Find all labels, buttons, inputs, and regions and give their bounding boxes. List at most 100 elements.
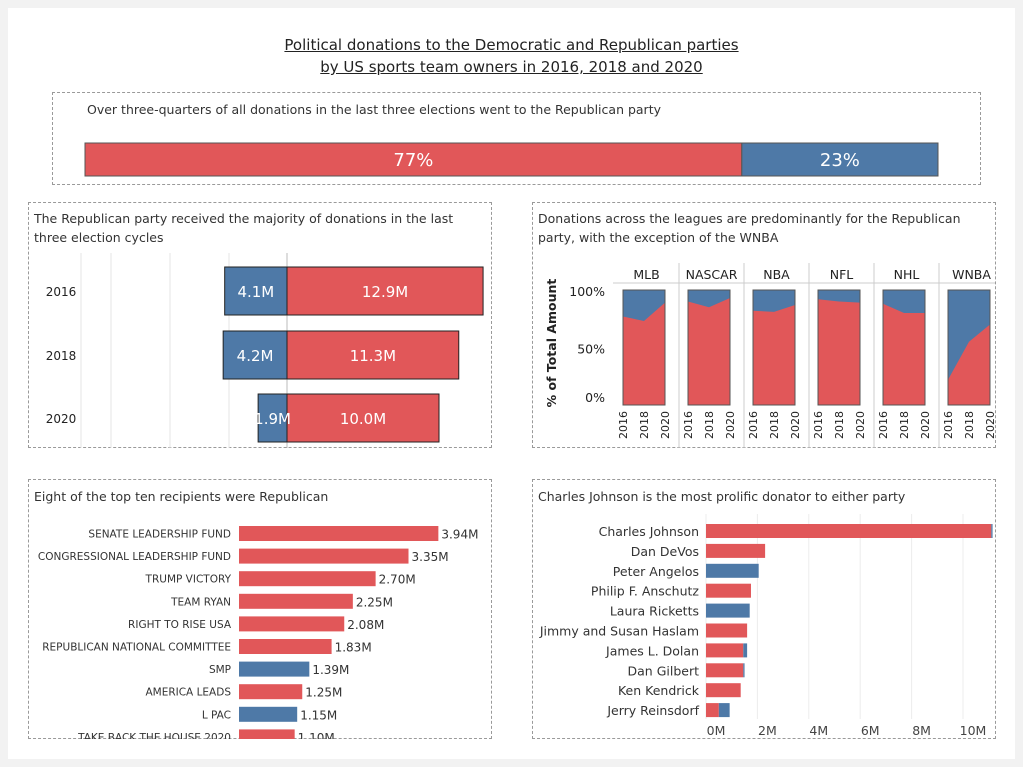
democrat-value-label: 1.9M [254,410,291,428]
democrat-bar [257,393,288,443]
recipient-name: SMP [209,664,231,676]
league-area-frame [622,289,666,406]
republican-value-label: 10.0M [340,410,386,428]
recipient-value-label: 1.15M [300,708,337,722]
donors-x-tick: 4M [809,723,828,738]
donor-republican-bar [706,663,744,678]
recipient-value-label: 1.25M [305,686,342,700]
republican-value-label: 12.9M [362,283,408,301]
recipient-name: AMERICA LEADS [145,687,231,699]
league-year-tick: 2020 [984,411,995,439]
recipient-bar [239,706,298,722]
by-year-chart: 2016 4.1M 12.9M 2018 4.2M 11.3M 2020 1.9M 10.0M [46,253,484,448]
leagues-panel-title: Donations across the leagues are predomi… [538,211,961,245]
recipient-bar [239,526,439,541]
recipient-value-label: 2.08M [347,618,384,632]
overall-panel: Over three-quarters of all donations in … [52,92,981,185]
leagues-chart: % of Total Amount 100% 50% 0% MLB 2016 2018 202… [544,263,995,448]
leagues-panel: Donations across the leagues are predomi… [532,202,996,448]
donor-democrat-bar [706,563,759,578]
league-year-tick: 2020 [659,411,672,439]
overall-democrat-label: 23% [820,150,860,171]
league-name: NBA [763,267,790,282]
donor-democrat-bar [706,603,750,618]
recipient-bar [239,661,310,677]
donor-republican-bar [706,623,748,638]
recipient-name: SENATE LEADERSHIP FUND [88,529,231,541]
league-republican-area [753,304,795,405]
democrat-bar [224,266,288,316]
donor-democrat-bar [991,524,993,538]
donor-name: James L. Dolan [605,643,699,658]
by-year-panel-title: The Republican party received the majori… [34,211,454,245]
year-label: 2020 [46,412,77,426]
league-year-tick: 2016 [617,411,630,439]
league-year-tick: 2018 [703,411,716,439]
recipient-bar [239,571,376,587]
donor-name: Dan DeVos [631,544,699,559]
republican-bar [286,393,440,443]
year-label: 2018 [46,349,77,363]
league-name: NFL [830,267,854,282]
donor-name: Charles Johnson [599,524,699,539]
republican-bar [286,330,460,380]
league-republican-area [883,303,925,405]
league-year-tick: 2020 [919,411,932,439]
league-year-tick: 2018 [638,411,651,439]
league-area-frame [817,289,861,406]
donors-x-tick: 2M [758,723,777,738]
donor-name: Laura Ricketts [610,604,699,619]
donor-name: Jimmy and Susan Haslam [539,624,699,639]
league-year-tick: 2016 [812,411,825,439]
democrat-value-label: 4.2M [237,347,274,365]
recipient-value-label: 1.39M [312,663,349,677]
league-republican-area [948,324,990,405]
donors-x-tick: 10M [960,723,987,738]
league-area-frame [947,289,991,406]
title-line-1: Political donations to the Democratic an… [284,36,739,54]
recipient-name: RIGHT TO RISE USA [128,619,232,631]
republican-bar [286,266,484,316]
donor-democrat-bar [718,703,730,718]
league-year-tick: 2020 [854,411,867,439]
title-line-2: by US sports team owners in 2016, 2018 a… [320,58,703,76]
league-name: NASCAR [686,267,738,282]
league-name: MLB [633,267,659,282]
recipient-name: L PAC [202,709,231,721]
donors-panel: Charles Johnson is the most prolific don… [532,479,996,739]
leagues-y-tick: 100% [569,284,605,299]
recipient-bar [239,548,409,564]
donors-x-tick: 0M [707,723,726,738]
recipient-value-label: 1.10M [298,731,335,739]
league-year-tick: 2018 [833,411,846,439]
donor-name: Peter Angelos [613,564,699,579]
recipient-bar [239,684,303,700]
league-year-tick: 2016 [747,411,760,439]
donor-democrat-bar [743,663,745,678]
recipient-value-label: 2.25M [356,595,393,609]
donor-republican-bar [706,543,766,558]
overall-democrat-bar [741,142,939,177]
republican-value-label: 11.3M [350,347,396,365]
league-year-tick: 2016 [877,411,890,439]
donor-name: Jerry Reinsdorf [606,703,699,718]
donor-republican-bar [706,524,992,538]
dashboard-title: Political donations to the Democratic an… [8,34,1015,78]
donors-x-tick: 8M [912,723,931,738]
recipient-value-label: 3.35M [412,550,449,564]
donors-x-tick: 6M [861,723,880,738]
leagues-y-tick: 0% [585,390,605,405]
league-area-frame [687,289,731,406]
dashboard: Political donations to the Democratic an… [8,8,1015,759]
donor-republican-bar [706,683,741,698]
donor-name: Philip F. Anschutz [591,584,700,599]
donor-name: Dan Gilbert [628,663,700,678]
league-name: NHL [894,267,920,282]
recipients-panel: Eight of the top ten recipients were Rep… [28,479,492,739]
recipient-bar [239,616,345,632]
league-year-tick: 2018 [768,411,781,439]
year-label: 2016 [46,285,77,299]
league-republican-area [688,298,730,405]
league-area-frame [882,289,926,406]
donors-chart: 0M 2M 4M 6M 8M 10M Charles Johnson Dan DeVos Pet… [539,514,993,738]
